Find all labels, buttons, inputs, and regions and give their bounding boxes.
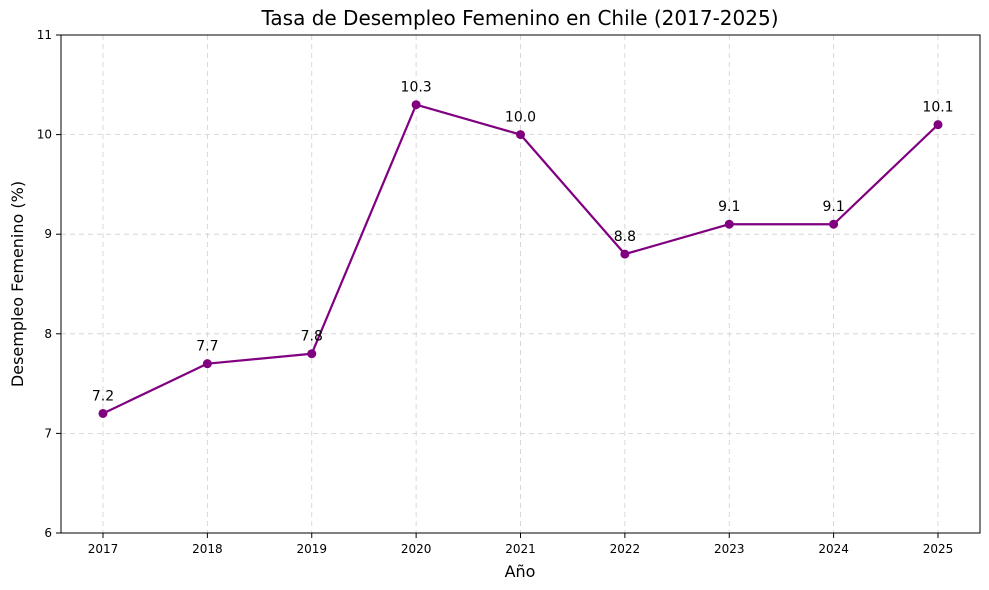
plot-frame: [60, 34, 981, 534]
data-label: 10.1: [922, 100, 953, 116]
data-label: 7.8: [301, 329, 323, 345]
data-label: 10.0: [505, 110, 536, 126]
data-point: [411, 100, 421, 110]
x-tick-label: 2022: [610, 542, 641, 556]
data-label: 9.1: [718, 199, 740, 215]
data-label: 8.8: [614, 229, 636, 245]
data-point: [98, 408, 108, 418]
x-tick-label: 2018: [192, 542, 223, 556]
data-label: 7.2: [92, 388, 114, 404]
data-label: 10.3: [401, 80, 432, 96]
x-tick-label: 2017: [88, 542, 119, 556]
y-tick-label: 10: [37, 128, 52, 142]
data-point: [516, 130, 525, 140]
x-tick-label: 2023: [714, 542, 745, 556]
x-tick-label: 2019: [296, 542, 327, 556]
data-point: [724, 219, 734, 229]
data-labels: 7.2 7.7 7.8 10.3 10.0 8.8 9.1 9.1 10.1: [92, 80, 954, 405]
data-point: [202, 359, 212, 369]
x-axis-label: Año: [505, 562, 536, 581]
y-tick-label: 8: [44, 327, 52, 341]
y-tick-label: 7: [44, 426, 52, 440]
chart-title: Tasa de Desempleo Femenino en Chile (201…: [261, 6, 779, 30]
y-axis-label: Desempleo Femenino (%): [8, 181, 27, 387]
data-point: [829, 219, 839, 229]
data-point: [307, 349, 317, 359]
y-tick-label: 6: [44, 526, 52, 540]
data-label: 7.7: [196, 339, 218, 355]
data-point: [620, 249, 630, 259]
axis-ticks: 2017 2018 2019 2020 2021 2022 2023 2024 2025 6 7 8 9…: [37, 28, 954, 556]
y-tick-label: 11: [37, 28, 52, 42]
grid: [61, 35, 980, 533]
y-tick-label: 9: [44, 227, 52, 241]
x-tick-label: 2020: [401, 542, 432, 556]
data-label: 9.1: [822, 199, 844, 215]
series-layer: [98, 100, 943, 418]
series-line: [102, 103, 939, 415]
data-point: [933, 120, 943, 130]
x-tick-label: 2025: [923, 542, 954, 556]
x-tick-label: 2021: [505, 542, 536, 556]
x-tick-label: 2024: [818, 542, 849, 556]
